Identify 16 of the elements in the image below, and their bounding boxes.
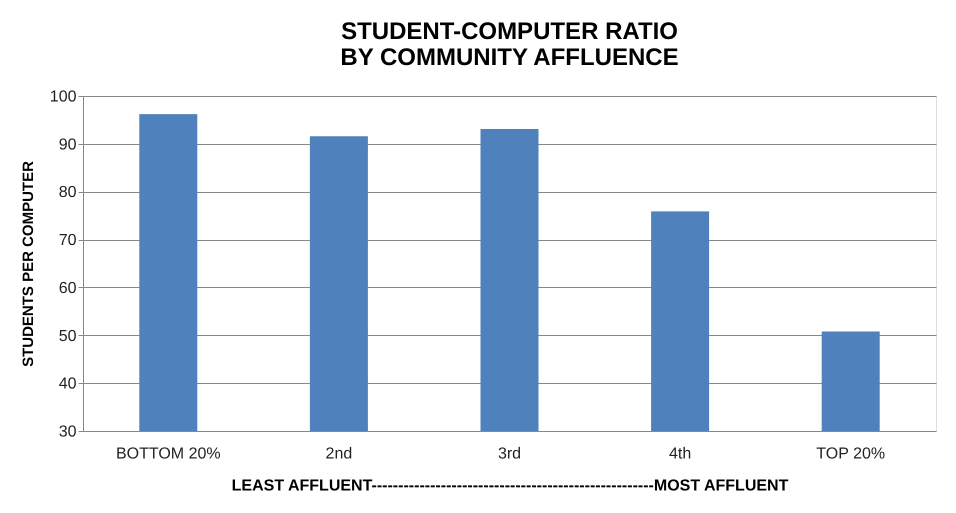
x-tick-label: 4th bbox=[668, 446, 692, 462]
y-axis-title: STUDENTS PER COMPUTER bbox=[20, 160, 37, 367]
y-tick-label: 60 bbox=[58, 280, 77, 297]
y-tick-label: 80 bbox=[58, 184, 77, 202]
x-tick-label: TOP 20% bbox=[816, 446, 886, 462]
chart-title: STUDENT-COMPUTER RATIO BY COMMUNITY AFFLUENCE bbox=[340, 18, 679, 71]
y-tick-label: 40 bbox=[58, 376, 77, 393]
x-tick-label: BOTTOM 20% bbox=[116, 446, 221, 462]
y-tick-label: 30 bbox=[58, 424, 77, 440]
x-tick-label: 2nd bbox=[326, 446, 352, 462]
y-tick-label: 100 bbox=[50, 88, 77, 106]
x-axis-title: LEAST AFFLUENT-----------------------------------------------------MOST AFFLUENT bbox=[232, 478, 789, 494]
x-tick-label: 3rd bbox=[498, 446, 522, 462]
y-tick-label: 70 bbox=[58, 232, 77, 250]
y-tick-label: 50 bbox=[58, 328, 77, 345]
y-tick-label: 90 bbox=[58, 136, 77, 154]
